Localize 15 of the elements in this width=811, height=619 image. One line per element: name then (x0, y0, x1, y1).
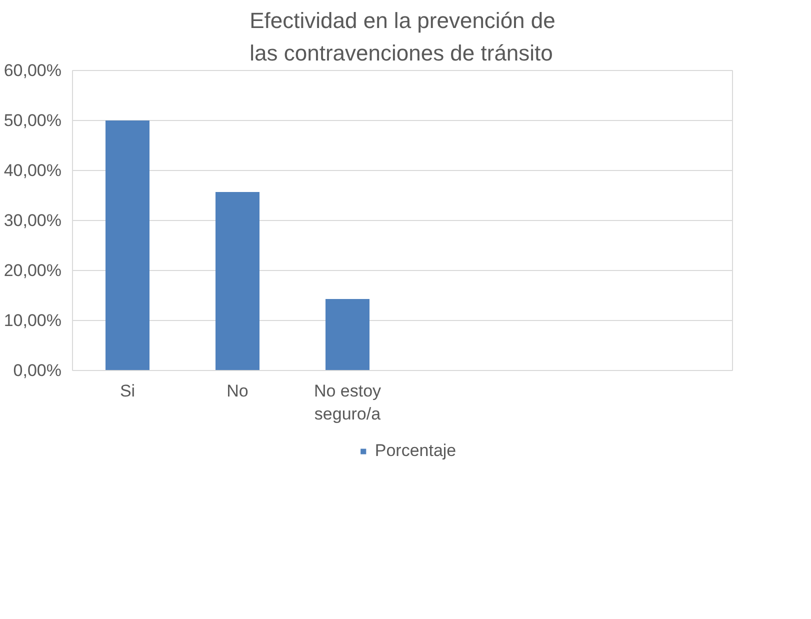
y-tick-label: 20,00% (4, 261, 62, 280)
y-tick-label: 0,00% (13, 361, 62, 380)
legend-label: Porcentaje (374, 441, 456, 461)
y-tick-label: 10,00% (4, 311, 62, 330)
x-tick-label: Si (120, 382, 136, 400)
y-tick-label: 40,00% (4, 161, 62, 180)
y-tick-label: 60,00% (4, 61, 62, 80)
bar (106, 120, 150, 370)
bar (216, 192, 260, 370)
x-tick-label: No (226, 382, 248, 400)
x-tick-label: No estoy seguro/a (314, 382, 382, 424)
y-tick-label: 30,00% (4, 211, 62, 230)
chart-title: Efectividad en la prevención de las contravenciones de tránsito (250, 8, 556, 66)
bar (326, 299, 370, 370)
y-tick-label: 50,00% (4, 111, 62, 130)
